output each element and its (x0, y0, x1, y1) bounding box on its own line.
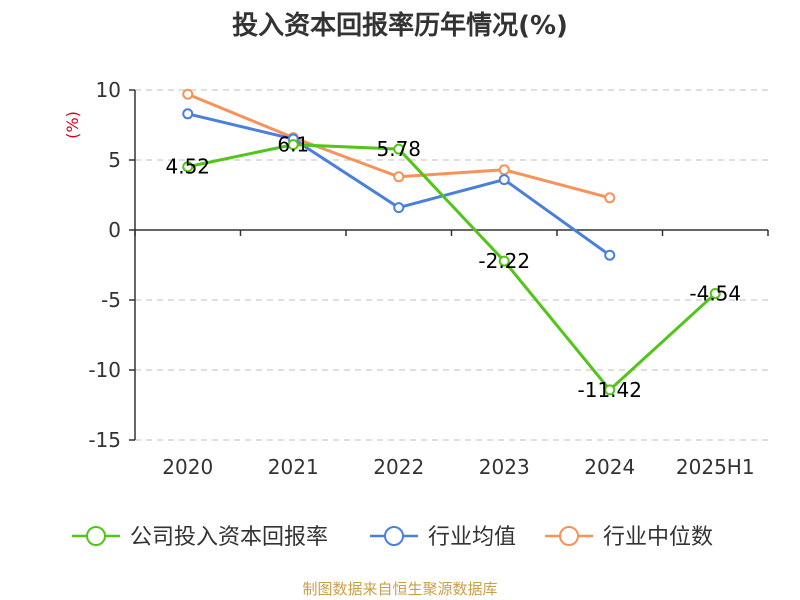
data-label: -4.54 (689, 282, 741, 306)
data-point (498, 164, 510, 176)
gridlines (135, 89, 768, 441)
data-point (604, 192, 616, 204)
chart-title: 投入资本回报率历年情况(%) (232, 10, 568, 41)
legend-marker (384, 526, 404, 546)
legend-item: 公司投入资本回报率 (72, 525, 328, 550)
x-tick-label: 2021 (268, 455, 319, 479)
data-point (182, 108, 194, 120)
x-tick-label: 2022 (373, 455, 424, 479)
data-label: -11.42 (578, 378, 642, 402)
data-point (182, 161, 194, 173)
data-point (393, 171, 405, 183)
data-labels: 4.52 6.1 5.78 -2.22 -11.42 -4.54 (165, 133, 741, 402)
legend-label: 行业均值 (428, 525, 516, 550)
data-label: 4.52 (165, 155, 210, 179)
data-point (498, 255, 510, 267)
x-tick-label: 2025H1 (676, 455, 755, 479)
y-tick-label: -10 (88, 358, 121, 382)
data-label: 6.1 (277, 133, 309, 157)
legend-item: 行业均值 (370, 525, 516, 550)
y-tick-label: 5 (108, 148, 121, 172)
source-note: 制图数据来自恒生聚源数据库 (302, 580, 497, 598)
x-tick-label: 2024 (584, 455, 635, 479)
legend-item: 行业中位数 (545, 525, 713, 550)
x-tick-label: 2020 (162, 455, 213, 479)
axes: 10 5 0 -5 -10 -15 2020 2021 2022 2023 2024 2025H1 (%… (63, 78, 769, 479)
y-axis-label: (%) (63, 111, 82, 139)
data-point (393, 202, 405, 214)
x-tick-label: 2023 (479, 455, 530, 479)
y-tick-label: -5 (101, 288, 121, 312)
legend-marker (559, 526, 579, 546)
data-label: -2.22 (478, 249, 530, 273)
y-tick-label: 10 (96, 78, 121, 102)
data-point (604, 249, 616, 261)
data-label: 5.78 (376, 137, 421, 161)
data-point (182, 88, 194, 100)
series-line (187, 143, 717, 392)
legend: 公司投入资本回报率 行业均值 行业中位数 (72, 525, 713, 550)
data-point (498, 174, 510, 186)
legend-label: 公司投入资本回报率 (130, 525, 328, 550)
data-point (393, 143, 405, 155)
y-tick-label: -15 (88, 428, 121, 452)
series-layer (182, 88, 721, 396)
legend-label: 行业中位数 (603, 525, 713, 550)
data-point (709, 288, 721, 300)
legend-marker (86, 526, 106, 546)
series-line (187, 112, 611, 257)
data-point (287, 139, 299, 151)
y-tick-label: 0 (108, 218, 121, 242)
data-point (604, 384, 616, 396)
